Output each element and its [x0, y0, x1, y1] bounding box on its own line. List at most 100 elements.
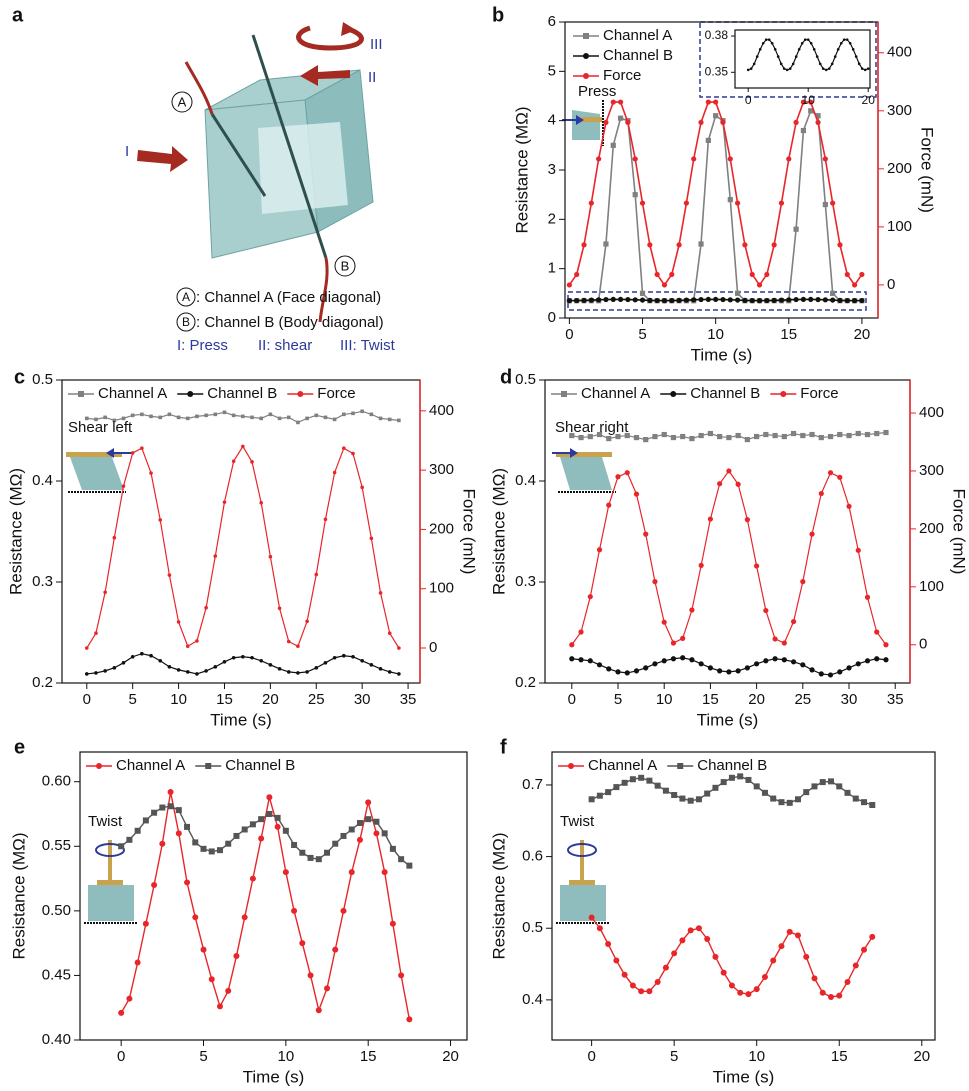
- marker: [808, 108, 814, 114]
- marker: [286, 670, 291, 674]
- arrow-label: II: [368, 69, 376, 86]
- marker: [340, 832, 347, 839]
- legend-marker: [670, 391, 677, 397]
- marker: [800, 432, 806, 439]
- marker: [874, 629, 880, 635]
- marker: [643, 436, 649, 443]
- marker: [208, 848, 215, 855]
- x-tick-label: 5: [638, 326, 646, 343]
- marker: [266, 794, 273, 801]
- marker: [360, 409, 364, 414]
- marker: [800, 41, 804, 45]
- marker: [683, 200, 689, 206]
- marker: [836, 992, 843, 999]
- mode-label: II: shear: [258, 337, 312, 354]
- y-tick-label: 0.4: [522, 991, 543, 1008]
- marker: [689, 607, 695, 613]
- y-tick-label: 0.45: [42, 966, 71, 983]
- marker: [744, 436, 750, 443]
- marker: [800, 127, 807, 134]
- channel-b-lead: [318, 257, 329, 323]
- marker: [809, 431, 815, 438]
- x-tick-label: 10: [802, 93, 816, 107]
- marker: [687, 797, 694, 804]
- marker: [691, 297, 697, 303]
- marker: [274, 814, 281, 821]
- marker: [574, 271, 580, 278]
- x-tick-label: 5: [129, 691, 137, 708]
- marker: [869, 933, 876, 940]
- marker: [790, 659, 797, 665]
- marker: [734, 297, 741, 303]
- marker: [140, 651, 144, 656]
- marker: [643, 531, 649, 537]
- marker: [707, 516, 714, 522]
- sensor-icons: [66, 21, 877, 924]
- marker: [846, 665, 852, 671]
- y-tick-label: 0.5: [32, 371, 53, 388]
- marker: [149, 414, 153, 419]
- marker: [574, 297, 580, 304]
- marker: [864, 658, 871, 664]
- legend-label: Channel B: [690, 385, 760, 402]
- marker: [745, 991, 752, 998]
- panel-label: a: [12, 4, 24, 26]
- marker: [286, 415, 291, 420]
- y-tick-label: 3: [548, 161, 556, 178]
- marker: [323, 517, 328, 522]
- twist-arrowhead: [341, 22, 356, 36]
- marker: [195, 672, 199, 676]
- marker: [808, 296, 814, 303]
- marker: [159, 840, 166, 847]
- marker: [844, 789, 851, 796]
- twist-icon-block: [88, 885, 134, 921]
- marker: [588, 200, 594, 206]
- cube-diagram: a I II III A B A : Channel A (Face diago…: [12, 4, 396, 354]
- x-tick-label: 20: [854, 326, 871, 343]
- marker: [749, 67, 753, 70]
- marker: [821, 67, 825, 70]
- marker: [606, 502, 612, 508]
- x-axis-title: Time (s): [210, 710, 272, 729]
- marker: [791, 62, 795, 66]
- marker: [824, 68, 828, 72]
- y-tick-label: 0.5: [522, 919, 543, 936]
- marker: [596, 431, 603, 438]
- y-tick-label: 0.3: [515, 573, 536, 590]
- marker: [305, 670, 309, 674]
- marker: [112, 418, 117, 423]
- marker: [707, 665, 714, 671]
- y-tick-label: 0.6: [522, 848, 543, 865]
- marker: [698, 661, 704, 667]
- legend-marker: [780, 391, 787, 397]
- marker: [852, 795, 859, 802]
- legend-marker: [187, 391, 194, 397]
- channel-symbol: B: [341, 258, 350, 273]
- y2-tick-label: 300: [887, 102, 912, 119]
- marker: [778, 799, 785, 806]
- legend-marker: [205, 763, 212, 769]
- marker: [632, 192, 638, 198]
- marker: [727, 297, 733, 303]
- marker: [815, 113, 821, 119]
- marker: [788, 67, 792, 70]
- marker: [720, 296, 726, 303]
- plot-frame: [551, 751, 936, 1041]
- legend-label: Channel B: [225, 757, 295, 774]
- marker: [680, 655, 686, 661]
- marker: [781, 657, 787, 663]
- marker: [647, 242, 653, 248]
- annotation: Press: [578, 83, 616, 100]
- marker: [842, 38, 846, 41]
- x-axis-title: Time (s): [243, 1067, 305, 1086]
- marker: [195, 414, 199, 419]
- marker: [763, 431, 769, 438]
- marker: [617, 296, 624, 303]
- y-axis-title: Resistance (MΩ): [6, 468, 25, 595]
- marker: [809, 667, 815, 673]
- marker: [654, 782, 661, 789]
- marker: [588, 297, 594, 303]
- marker: [728, 774, 735, 781]
- marker: [369, 412, 374, 417]
